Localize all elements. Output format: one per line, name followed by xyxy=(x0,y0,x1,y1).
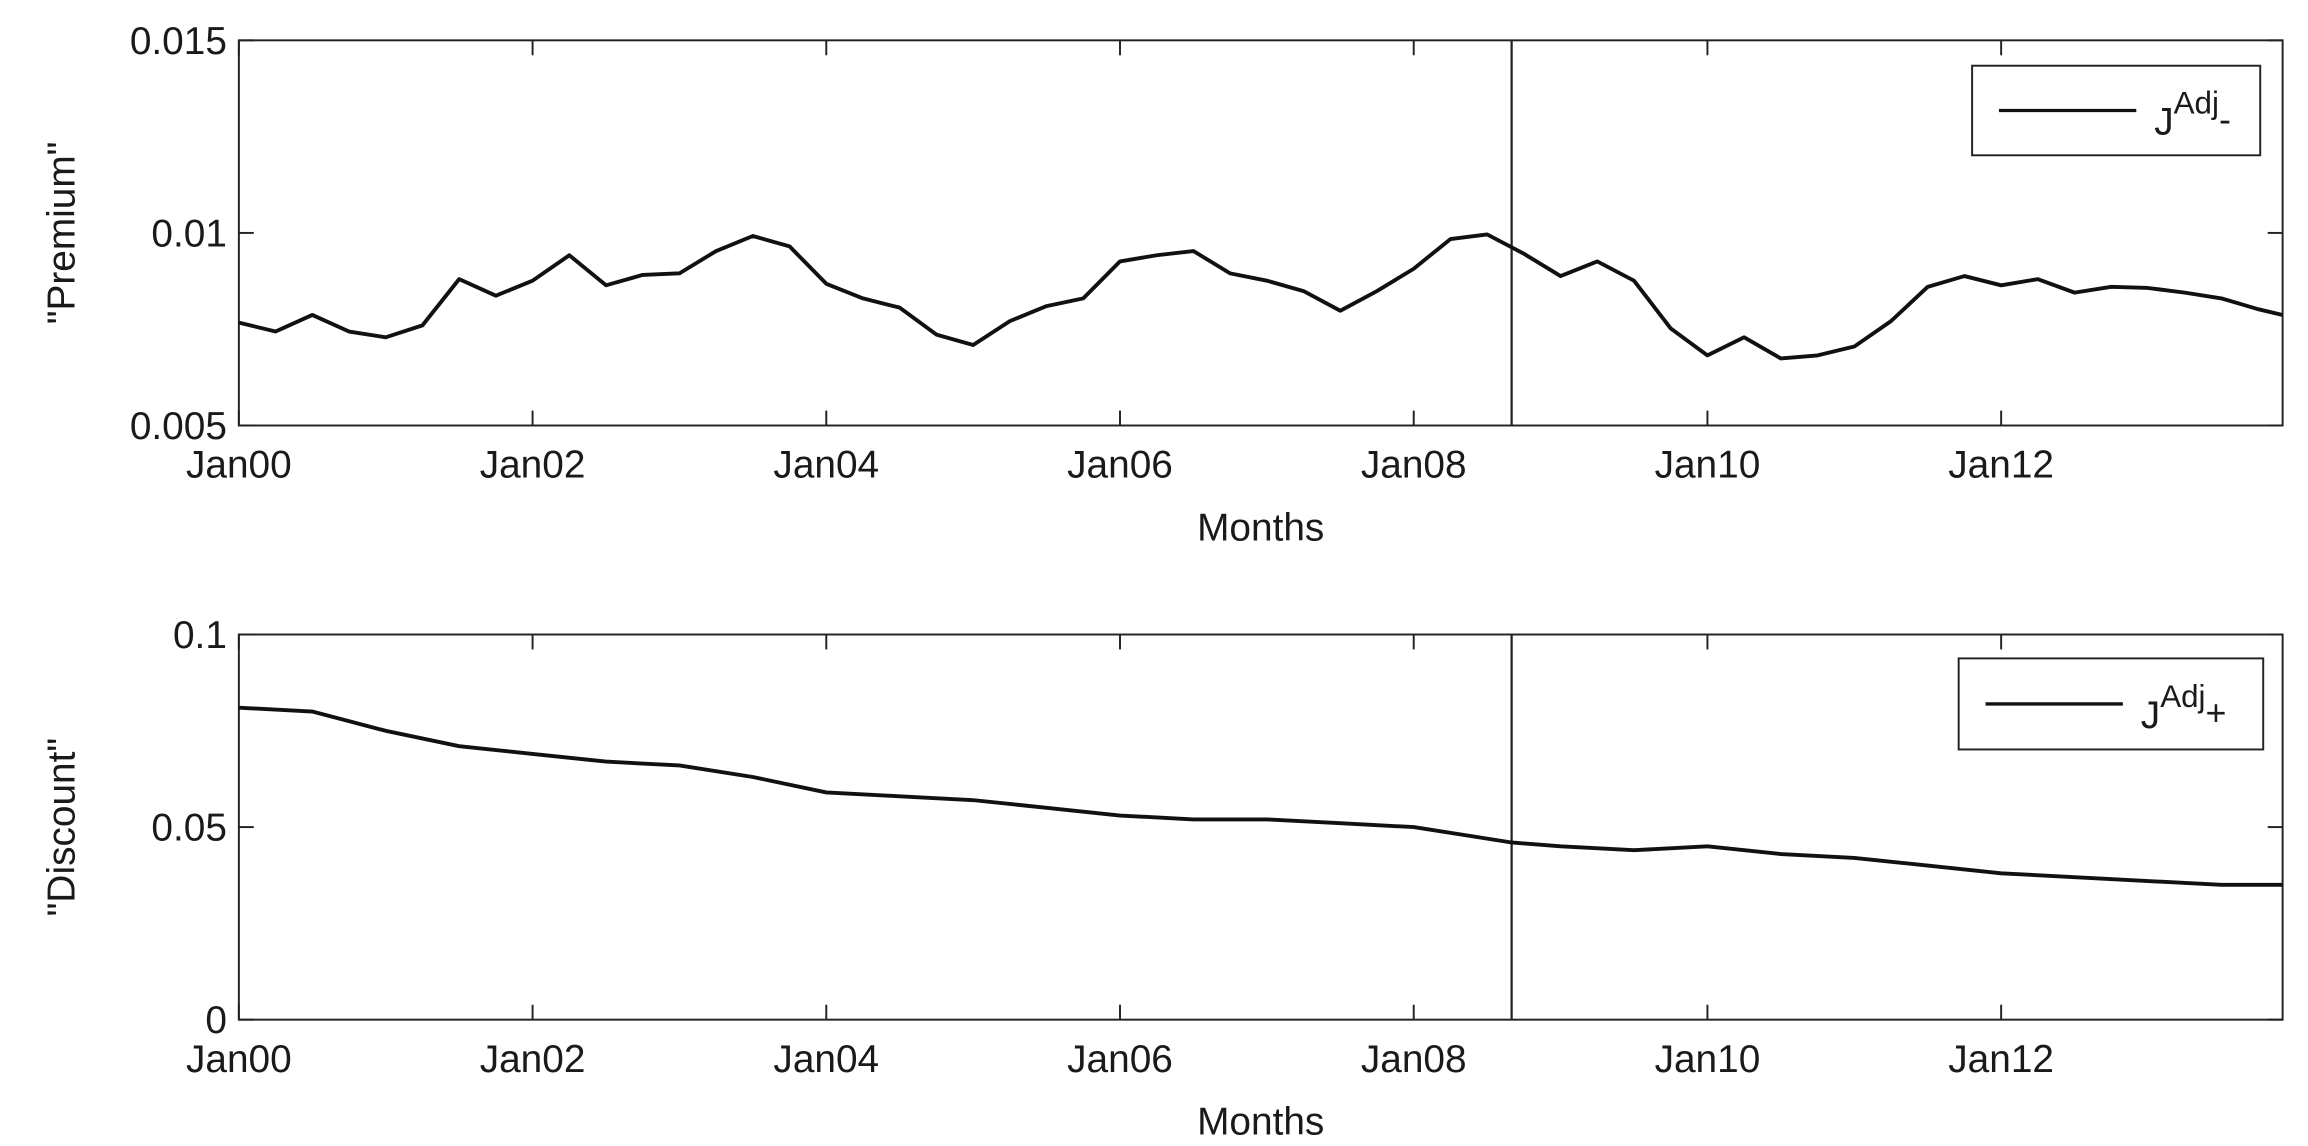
y-axis-label: "Discount" xyxy=(41,738,84,916)
x-tick-label: Jan10 xyxy=(1655,1038,1761,1081)
x-tick-label: Jan06 xyxy=(1067,444,1173,487)
y-tick-label: 0 xyxy=(205,999,227,1042)
y-tick-label: 0.005 xyxy=(130,405,227,448)
legend-label: JAdj- xyxy=(2154,85,2231,143)
series-line xyxy=(238,232,2284,361)
x-tick-label: Jan06 xyxy=(1067,1038,1173,1081)
series-line xyxy=(238,705,2283,887)
legend-superscript: Adj xyxy=(2174,85,2219,120)
legend-subscript: + xyxy=(2206,693,2227,733)
x-tick-label: Jan08 xyxy=(1361,444,1467,487)
y-tick-label: 0.01 xyxy=(151,212,227,255)
legend-label: JAdj+ xyxy=(2141,679,2227,737)
x-tick-label: Jan02 xyxy=(480,1038,586,1081)
legend-name: J xyxy=(2141,694,2160,737)
y-tick-label: 0.015 xyxy=(130,20,227,63)
x-tick-label: Jan00 xyxy=(186,444,292,487)
legend-subscript: - xyxy=(2219,99,2231,139)
x-axis-label: Months xyxy=(1197,506,1324,549)
x-tick-label: Jan08 xyxy=(1361,1038,1467,1081)
x-tick-label: Jan00 xyxy=(186,1038,292,1081)
x-tick-label: Jan04 xyxy=(773,444,879,487)
x-tick-label: Jan12 xyxy=(1948,444,2054,487)
x-tick-label: Jan04 xyxy=(773,1038,879,1081)
plot-frame xyxy=(237,633,2284,1021)
y-tick-label: 0.1 xyxy=(173,614,227,657)
y-tick-label: 0.05 xyxy=(151,807,227,850)
plot-frame xyxy=(237,39,2284,427)
legend-superscript: Adj xyxy=(2160,679,2205,714)
x-tick-label: Jan12 xyxy=(1948,1038,2054,1081)
legend-name: J xyxy=(2154,100,2173,143)
x-tick-label: Jan02 xyxy=(480,444,586,487)
y-axis-label: "Premium" xyxy=(41,142,84,325)
x-axis-label: Months xyxy=(1197,1101,1324,1144)
x-tick-label: Jan10 xyxy=(1655,444,1761,487)
